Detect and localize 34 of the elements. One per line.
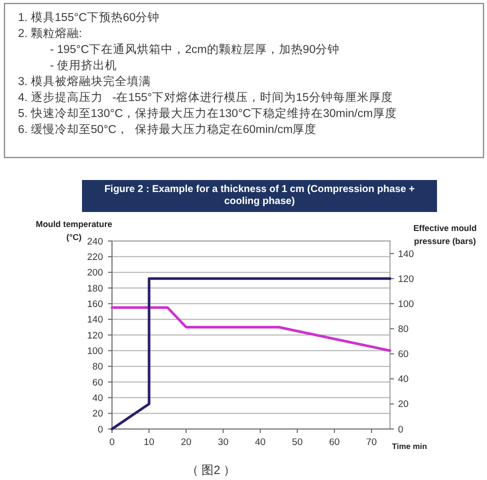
y-tick-label: 200 xyxy=(87,268,103,279)
x-tick-label: 60 xyxy=(329,437,340,448)
y-tick-label: 220 xyxy=(87,252,103,263)
y2-tick-label: 60 xyxy=(398,349,409,360)
y-tick-label: 180 xyxy=(87,283,103,294)
x-tick-label: 0 xyxy=(109,437,115,448)
y-tick-label: 40 xyxy=(92,392,103,404)
y-tick-label: 160 xyxy=(87,298,103,310)
x-tick-label: 70 xyxy=(366,437,377,448)
notes: 1. 模具155°C下预热60分钟 2. 颗粒熔融: - 195°C下在通风烘箱中，2cm的颗粒层厚，加热90分钟 - 使用挤出机 3. 模具被熔融块完全填满 4. 逐步提高压力 -在155°下对熔体进行模压，时间为15分钟每厘米厚度 5. 快速冷却至130°C，保持最大压力在130°C下稳定维持在30min/cm厚度 6. 缓慢冷却至50°C， 保持最大压力稳定在60min/cm厚度 xyxy=(4,2,484,158)
x-tick-label: 40 xyxy=(254,437,266,448)
text: （ 图2 ） xyxy=(186,463,236,477)
y2-tick-label: 0 xyxy=(398,424,404,436)
chart-title: Figure 2 : Example for a thickness of 1 cm (Compression phase + cooling phase) xyxy=(104,184,415,207)
y2-axis-title: Effective mould pressure (bars) xyxy=(413,223,477,246)
x-tick-label: 20 xyxy=(180,437,192,448)
y-tick-label: 100 xyxy=(87,346,103,357)
x-tick-label: 30 xyxy=(218,437,228,448)
y-tick-label: 80 xyxy=(92,362,103,373)
x-axis-title: Time min xyxy=(392,442,428,451)
y2-tick-label: 40 xyxy=(398,374,409,386)
y-tick-label: 60 xyxy=(92,377,103,388)
y2-tick-label: 120 xyxy=(398,274,414,285)
y-tick-label: 240 xyxy=(87,236,103,248)
y2-tick-label: 80 xyxy=(398,324,409,336)
y-tick-label: 20 xyxy=(92,408,103,420)
y2-tick-label: 140 xyxy=(398,248,414,260)
y-tick-label: 0 xyxy=(98,424,103,436)
x-tick-label: 10 xyxy=(144,437,154,448)
y2-tick-label: 100 xyxy=(398,298,414,310)
y2-tick-label: 20 xyxy=(398,399,409,410)
x-tick-label: 50 xyxy=(292,437,303,448)
y-tick-label: 140 xyxy=(87,314,103,326)
y-tick-label: 120 xyxy=(87,330,103,342)
